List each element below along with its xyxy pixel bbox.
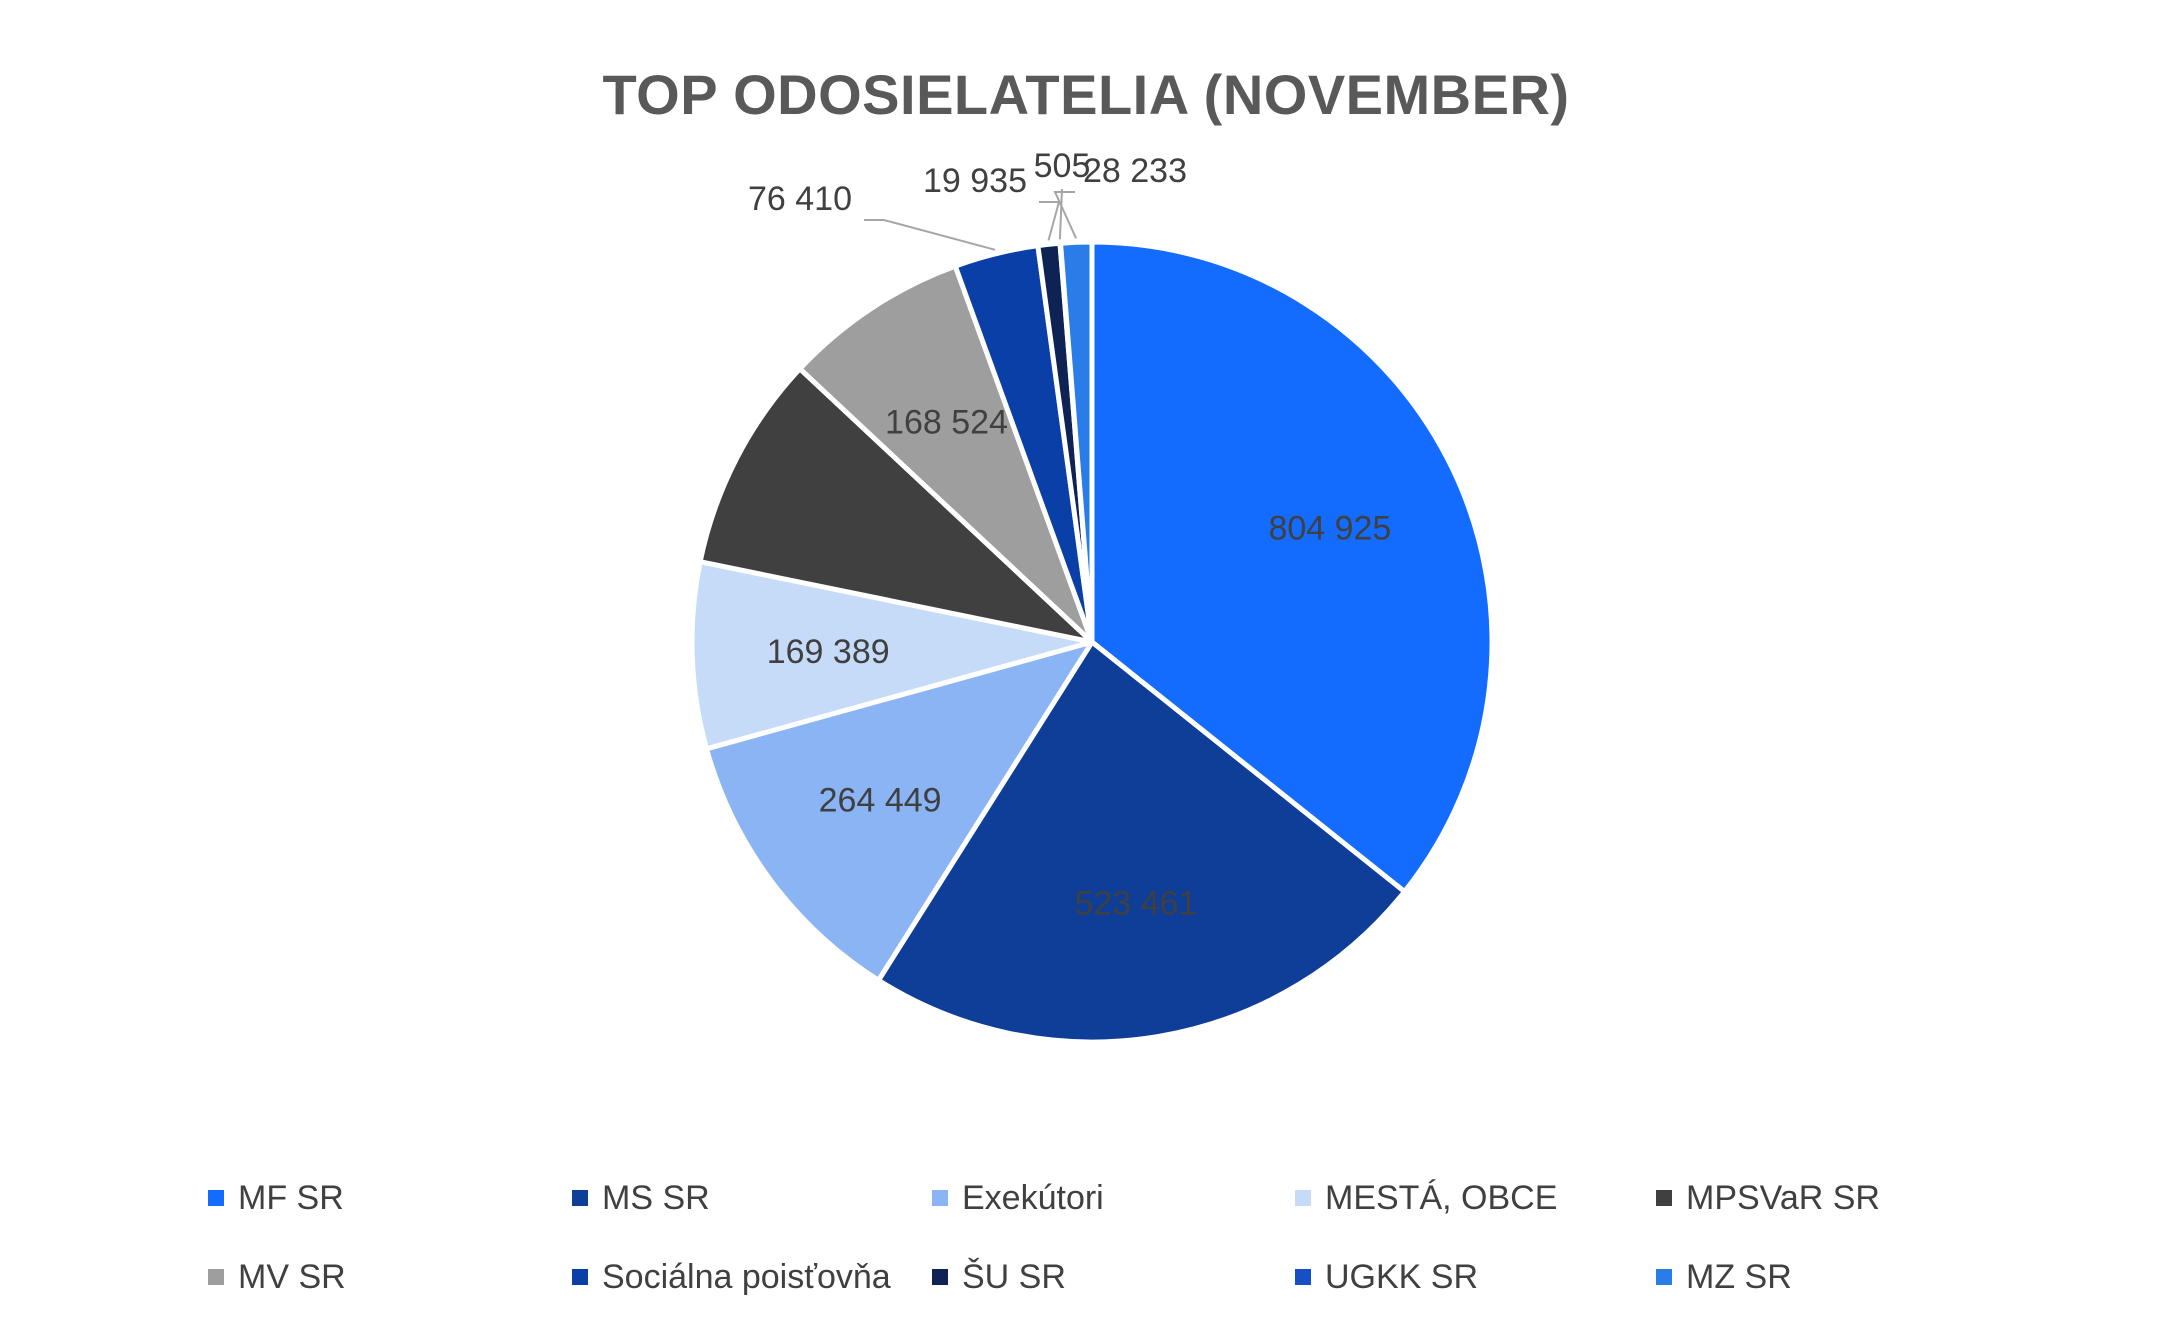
leader-line-socialna-poistovna (864, 219, 996, 251)
pie-slice-mf-sr (1089, 239, 1495, 895)
data-label-mf-sr: 804 925 (1268, 510, 1391, 548)
legend-swatch (572, 1269, 588, 1285)
legend-swatch (208, 1190, 224, 1206)
data-label-exekutori: 264 449 (819, 782, 942, 820)
leader-line-su-sr (1039, 201, 1061, 241)
legend-item-su-sr: ŠU SR (932, 1257, 1066, 1297)
data-label-mesta-obce: 169 389 (767, 633, 890, 671)
legend-label: ŠU SR (962, 1257, 1066, 1296)
legend-label: MS SR (602, 1178, 710, 1217)
legend-label: UGKK SR (1325, 1257, 1479, 1296)
pie-slice-exekutori (704, 639, 1095, 983)
legend-item-mf-sr: MF SR (208, 1178, 344, 1218)
legend-swatch (932, 1190, 948, 1206)
legend-label: MV SR (238, 1257, 346, 1296)
legend-swatch (1656, 1190, 1672, 1206)
data-label-mpsvar-sr: 197 172 (796, 503, 919, 541)
pie-slice-mesta-obce (689, 559, 1095, 752)
legend-item-socialna-poistovna: Sociálna poisťovňa (572, 1257, 891, 1297)
leader-line-ugkk-sr (1058, 188, 1063, 240)
pie-slice-ms-sr (876, 639, 1408, 1045)
legend-label: MESTÁ, OBCE (1325, 1178, 1558, 1217)
data-label-ms-sr: 523 461 (1074, 884, 1197, 922)
legend-item-ugkk-sr: UGKK SR (1295, 1257, 1478, 1297)
legend-label: Sociálna poisťovňa (602, 1257, 891, 1296)
pie-slice-mz-sr (1058, 239, 1095, 645)
legend-swatch (208, 1269, 224, 1285)
legend-swatch (1656, 1269, 1672, 1285)
data-label-socialna-poistovna: 76 410 (748, 180, 852, 218)
legend-label: MPSVaR SR (1686, 1178, 1880, 1217)
pie-slice-mv-sr (797, 263, 1095, 645)
data-label-su-sr: 19 935 (923, 162, 1027, 200)
legend-label: Exekútori (962, 1178, 1104, 1217)
data-label-mz-sr: 28 233 (1083, 152, 1187, 190)
legend-swatch (572, 1190, 588, 1206)
legend-label: MF SR (238, 1178, 344, 1217)
legend-item-mesta-obce: MESTÁ, OBCE (1295, 1178, 1557, 1218)
data-label-mv-sr: 168 524 (885, 404, 1008, 442)
pie-slice-mpsvar-sr (697, 366, 1095, 645)
chart-title: TOP ODOSIELATELIA (NOVEMBER) (602, 63, 1570, 126)
legend-item-ms-sr: MS SR (572, 1178, 710, 1218)
legend-swatch (1295, 1190, 1311, 1206)
legend-item-mz-sr: MZ SR (1656, 1257, 1792, 1297)
data-label-ugkk-sr: 505 (1034, 147, 1091, 185)
legend-label: MZ SR (1686, 1257, 1792, 1296)
legend-swatch (932, 1269, 948, 1285)
legend-swatch (1295, 1269, 1311, 1285)
leader-line-mz-sr (1053, 191, 1078, 239)
legend-item-mpsvar-sr: MPSVaR SR (1656, 1178, 1880, 1218)
legend-item-exekutori: Exekútori (932, 1178, 1104, 1218)
legend-item-mv-sr: MV SR (208, 1257, 346, 1297)
